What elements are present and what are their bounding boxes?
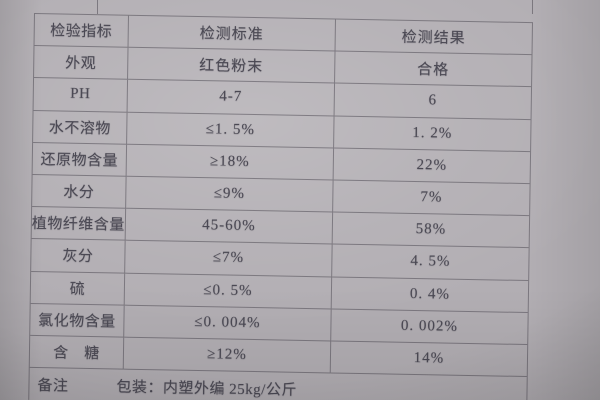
result-cell: 7%: [333, 180, 530, 217]
standard-cell: 4-7: [127, 80, 336, 117]
indicator-cell: 水分: [32, 174, 127, 209]
standard-cell: ≤7%: [125, 240, 333, 277]
result-cell: 14%: [330, 341, 528, 378]
indicator-cell: 植物纤维含量: [31, 207, 127, 241]
remarks-label: 备注: [37, 378, 69, 395]
standard-cell: ≤0. 004%: [124, 305, 332, 342]
indicator-cell: 硫: [30, 271, 126, 306]
standard-cell: 红色粉末: [128, 47, 336, 84]
indicator-cell: 含 糖: [29, 335, 125, 370]
header-indicator: 检验指标: [34, 14, 129, 48]
remarks-content: 包装：内塑外编 25kg/公斤: [116, 379, 298, 399]
standard-cell: 45-60%: [125, 208, 334, 245]
standard-cell: ≤9%: [126, 176, 334, 213]
indicator-cell: 外观: [34, 46, 129, 81]
standard-cell: ≤1. 5%: [127, 112, 335, 149]
result-cell: 22%: [333, 148, 531, 185]
top-left-remnant-line: [97, 0, 98, 14]
top-right-remnant-line: [532, 0, 533, 14]
result-cell: 0. 002%: [331, 309, 528, 345]
result-cell: 58%: [332, 212, 530, 249]
result-cell: 4. 5%: [332, 244, 529, 281]
standard-cell: ≥18%: [126, 144, 335, 181]
indicator-cell: 水不溶物: [33, 110, 128, 145]
result-cell: 合格: [335, 51, 532, 88]
standard-cell: ≥12%: [123, 337, 332, 374]
result-cell: 6: [334, 83, 532, 120]
inspection-table: 检验指标 检测标准 检测结果 外观 红色粉末 合格 PH 4-7 6 水不溶物 …: [29, 13, 533, 378]
standard-cell: ≤0. 5%: [124, 273, 333, 310]
indicator-cell: 还原物含量: [32, 142, 128, 177]
header-standard: 检测标准: [128, 15, 336, 52]
result-cell: 1. 2%: [334, 116, 531, 152]
indicator-cell: 灰分: [31, 239, 126, 274]
inspection-sheet: 检验指标 检测标准 检测结果 外观 红色粉末 合格 PH 4-7 6 水不溶物 …: [28, 13, 533, 400]
header-result: 检测结果: [335, 19, 532, 56]
indicator-cell: PH: [33, 78, 129, 113]
result-cell: 0. 4%: [331, 276, 529, 313]
indicator-cell: 氯化物含量: [30, 303, 125, 338]
